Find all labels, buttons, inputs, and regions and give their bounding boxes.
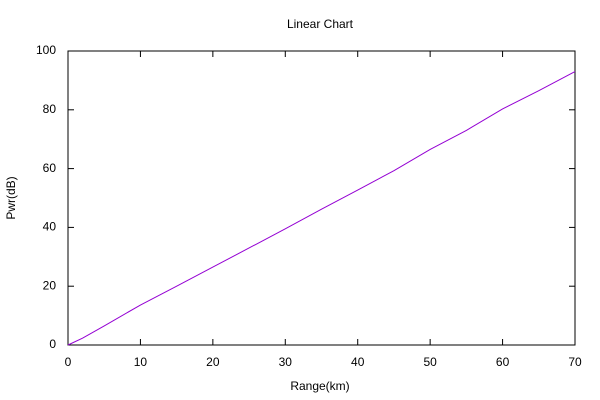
x-axis-label: Range(km) [290, 379, 349, 393]
x-tick-label: 0 [65, 355, 72, 369]
x-tick-label: 20 [206, 355, 220, 369]
x-tick-label: 10 [134, 355, 148, 369]
y-tick-label: 0 [49, 337, 56, 351]
x-tick-label: 40 [351, 355, 365, 369]
x-tick-label: 60 [496, 355, 510, 369]
x-tick-label: 50 [423, 355, 437, 369]
plot-border [67, 50, 576, 346]
y-tick-label: 60 [43, 161, 57, 175]
y-tick-label: 100 [36, 43, 56, 57]
y-tick-label: 40 [43, 220, 57, 234]
y-tick-label: 20 [43, 278, 57, 292]
x-tick-label: 30 [279, 355, 293, 369]
x-tick-label: 70 [568, 355, 582, 369]
y-axis-label: Pwr(dB) [4, 176, 18, 219]
y-tick-label: 80 [43, 102, 57, 116]
chart-title: Linear Chart [287, 17, 354, 31]
data-line [67, 71, 576, 346]
